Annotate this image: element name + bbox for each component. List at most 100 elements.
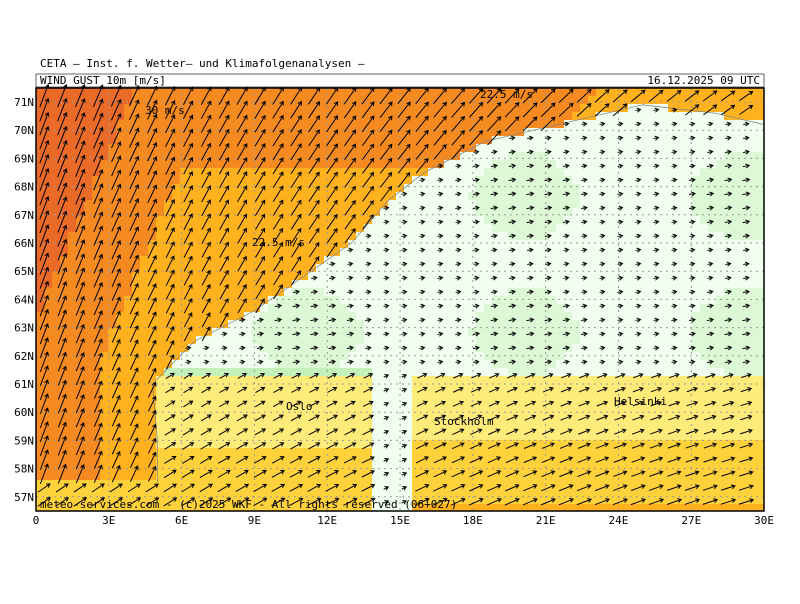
wind-cell	[372, 432, 380, 440]
wind-cell	[532, 472, 540, 480]
wind-cell	[540, 240, 548, 248]
wind-cell	[68, 184, 76, 192]
wind-cell	[716, 336, 724, 344]
wind-cell	[244, 88, 252, 96]
wind-cell	[36, 160, 44, 168]
wind-cell	[268, 288, 276, 296]
wind-cell	[460, 448, 468, 456]
wind-cell	[620, 488, 628, 496]
wind-cell	[468, 296, 476, 304]
wind-cell	[756, 392, 764, 400]
wind-cell	[572, 328, 580, 336]
wind-cell	[268, 464, 276, 472]
wind-cell	[332, 136, 340, 144]
wind-cell	[156, 344, 164, 352]
wind-cell	[196, 376, 204, 384]
wind-cell	[420, 320, 428, 328]
wind-cell	[556, 336, 564, 344]
wind-cell	[516, 192, 524, 200]
wind-cell	[284, 216, 292, 224]
wind-cell	[420, 184, 428, 192]
wind-cell	[644, 120, 652, 128]
wind-cell	[748, 272, 756, 280]
wind-cell	[756, 488, 764, 496]
wind-cell	[68, 432, 76, 440]
wind-cell	[428, 176, 436, 184]
wind-cell	[356, 472, 364, 480]
wind-cell	[628, 328, 636, 336]
wind-cell	[500, 456, 508, 464]
wind-cell	[308, 368, 316, 376]
wind-cell	[68, 168, 76, 176]
wind-cell	[628, 176, 636, 184]
wind-cell	[228, 248, 236, 256]
wind-cell	[468, 216, 476, 224]
wind-cell	[372, 448, 380, 456]
wind-cell	[140, 480, 148, 488]
wind-cell	[508, 280, 516, 288]
wind-cell	[628, 424, 636, 432]
wind-cell	[756, 424, 764, 432]
wind-cell	[356, 416, 364, 424]
wind-cell	[628, 232, 636, 240]
wind-cell	[732, 200, 740, 208]
wind-cell	[364, 448, 372, 456]
wind-cell	[468, 336, 476, 344]
wind-cell	[516, 320, 524, 328]
wind-cell	[636, 240, 644, 248]
wind-cell	[252, 368, 260, 376]
wind-cell	[756, 304, 764, 312]
wind-cell	[556, 88, 564, 96]
wind-cell	[284, 472, 292, 480]
wind-cell	[644, 384, 652, 392]
wind-cell	[700, 160, 708, 168]
wind-cell	[68, 224, 76, 232]
wind-cell	[700, 424, 708, 432]
wind-cell	[628, 216, 636, 224]
wind-cell	[468, 392, 476, 400]
wind-cell	[452, 464, 460, 472]
wind-cell	[156, 416, 164, 424]
wind-cell	[372, 120, 380, 128]
wind-cell	[212, 88, 220, 96]
wind-cell	[428, 168, 436, 176]
wind-cell	[564, 280, 572, 288]
wind-cell	[460, 472, 468, 480]
wind-cell	[68, 232, 76, 240]
wind-cell	[172, 360, 180, 368]
wind-cell	[660, 360, 668, 368]
wind-cell	[68, 256, 76, 264]
wind-cell	[548, 392, 556, 400]
wind-cell	[140, 488, 148, 496]
wind-cell	[676, 240, 684, 248]
wind-cell	[756, 216, 764, 224]
wind-cell	[388, 432, 396, 440]
wind-cell	[356, 304, 364, 312]
wind-cell	[196, 448, 204, 456]
wind-cell	[196, 136, 204, 144]
wind-cell	[500, 248, 508, 256]
wind-cell	[476, 376, 484, 384]
wind-cell	[380, 448, 388, 456]
wind-cell	[660, 160, 668, 168]
wind-cell	[268, 368, 276, 376]
wind-cell	[228, 296, 236, 304]
wind-cell	[308, 464, 316, 472]
wind-cell	[340, 400, 348, 408]
wind-cell	[524, 184, 532, 192]
wind-cell	[212, 480, 220, 488]
wind-cell	[124, 328, 132, 336]
wind-cell	[716, 368, 724, 376]
wind-cell	[236, 368, 244, 376]
wind-cell	[668, 368, 676, 376]
wind-cell	[420, 136, 428, 144]
wind-cell	[252, 448, 260, 456]
wind-cell	[164, 344, 172, 352]
wind-cell	[156, 160, 164, 168]
wind-cell	[388, 440, 396, 448]
wind-cell	[660, 112, 668, 120]
wind-cell	[516, 376, 524, 384]
wind-cell	[476, 224, 484, 232]
wind-cell	[532, 392, 540, 400]
wind-cell	[652, 504, 660, 511]
